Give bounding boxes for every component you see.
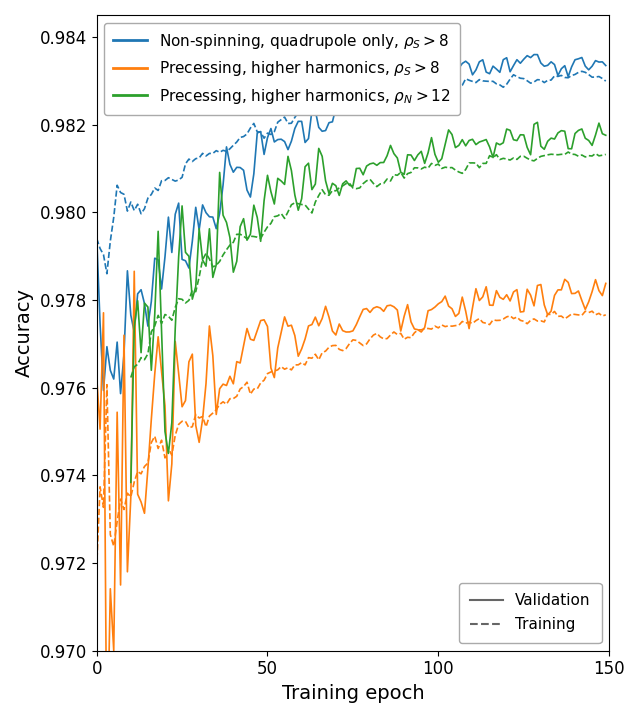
X-axis label: Training epoch: Training epoch (282, 684, 424, 703)
Legend: Validation, Training: Validation, Training (459, 582, 602, 643)
Y-axis label: Accuracy: Accuracy (15, 289, 34, 378)
